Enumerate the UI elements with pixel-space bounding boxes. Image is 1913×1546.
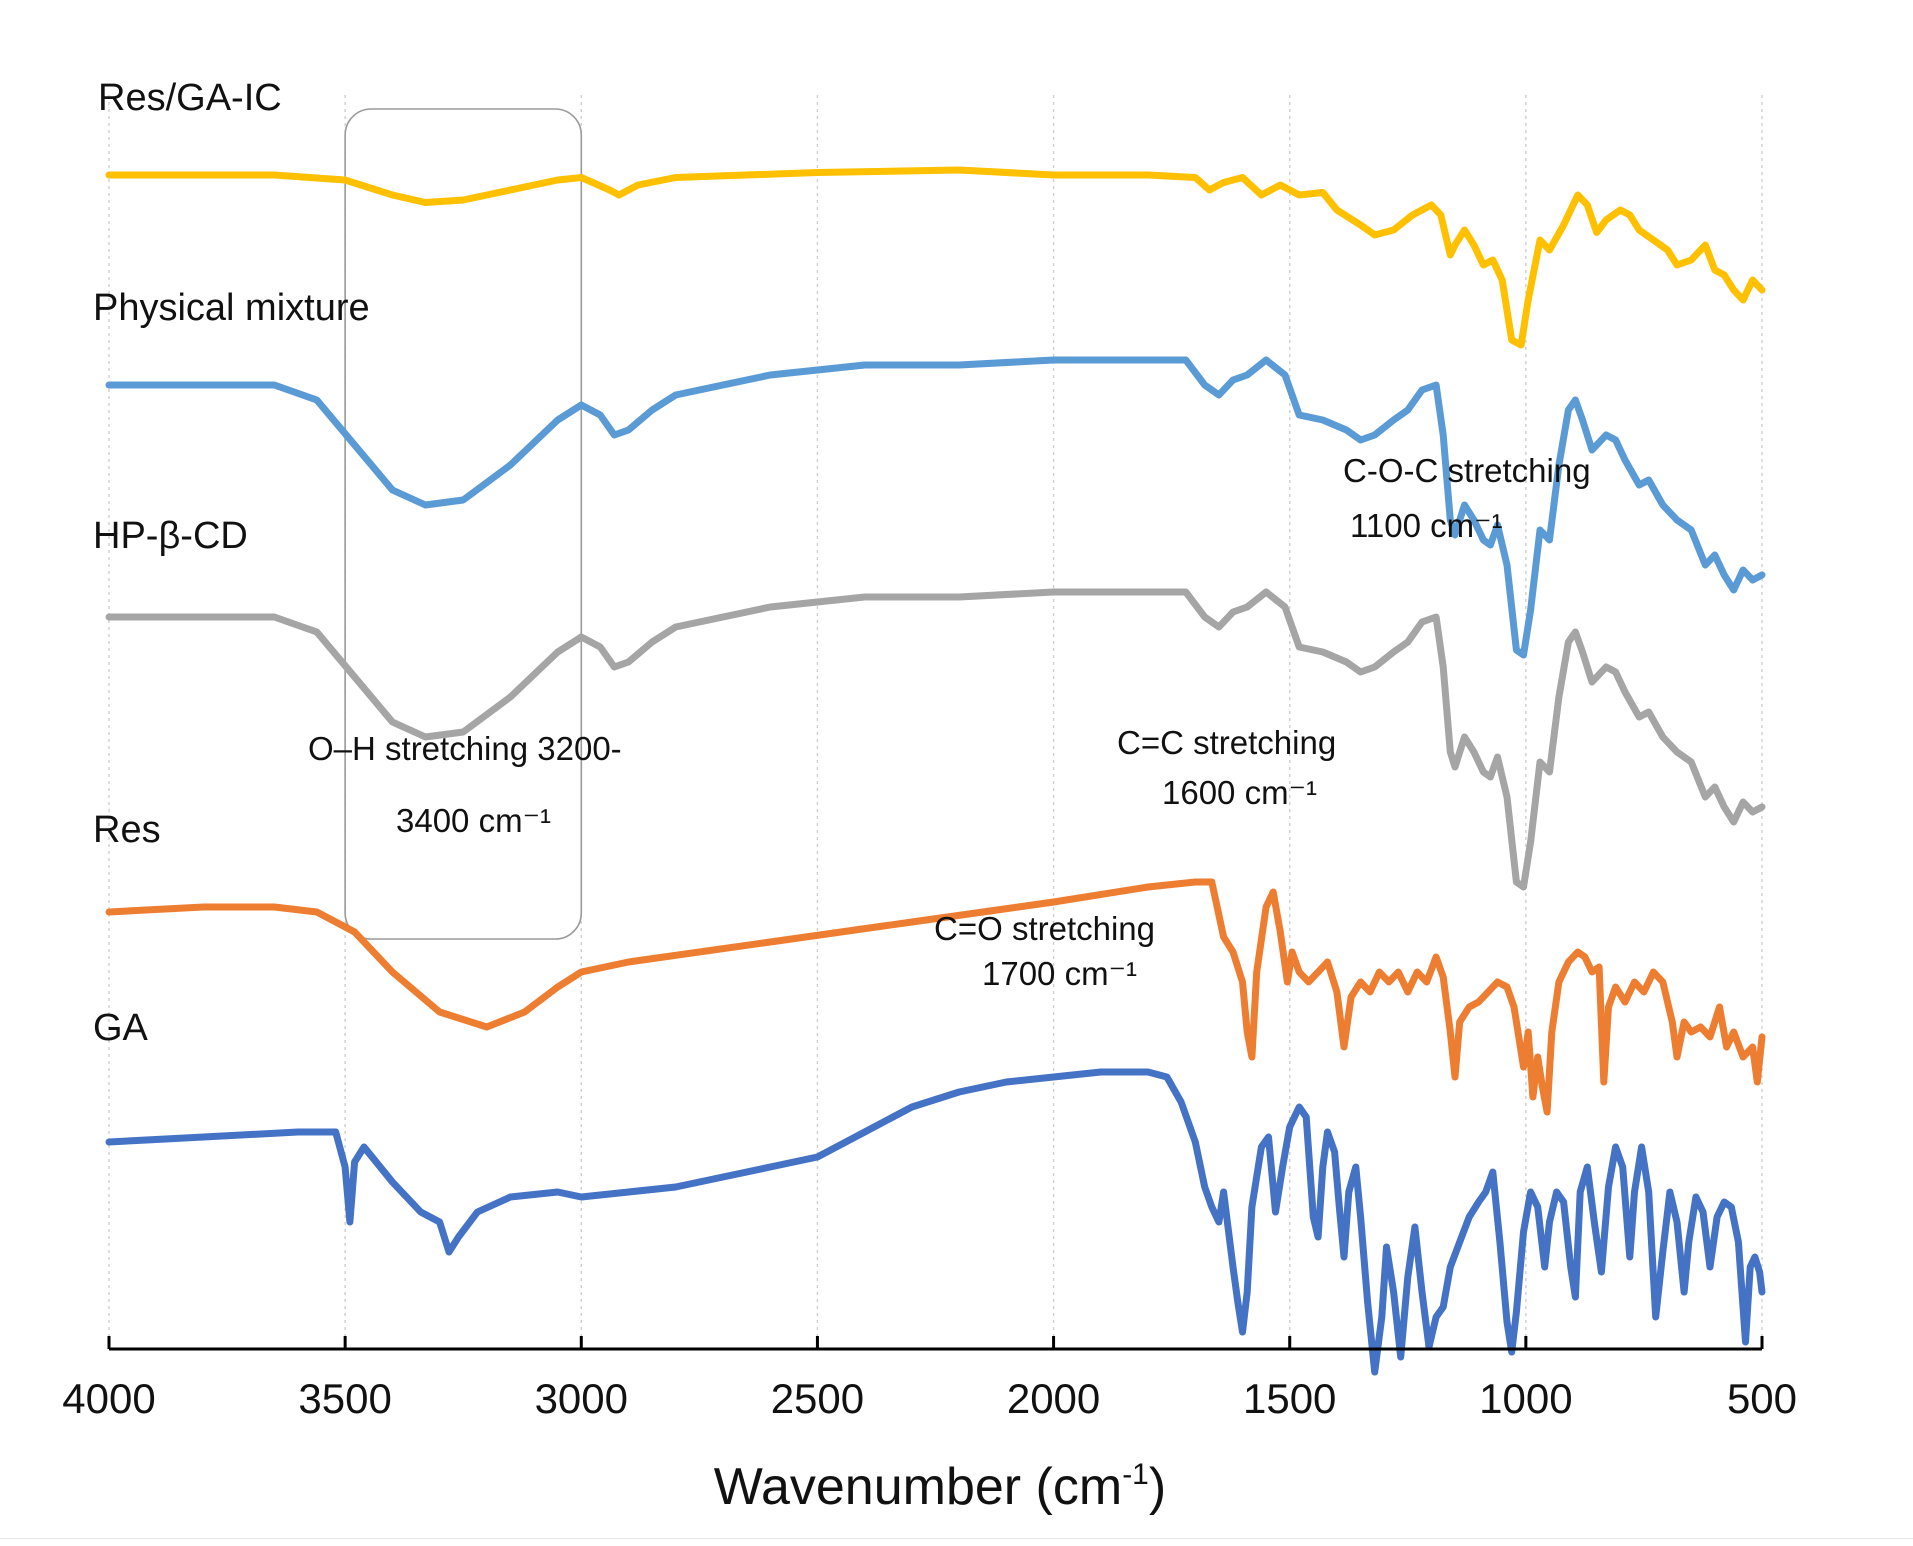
series-line-hp-cd bbox=[105, 588, 1766, 891]
series-label-res-ga-ic: Res/GA-IC bbox=[98, 77, 282, 119]
x-axis-title: Wavenumber (cm-1) bbox=[714, 1458, 1166, 1516]
x-tick-label-500: 500 bbox=[1727, 1375, 1797, 1422]
series-label-res: Res bbox=[93, 809, 161, 851]
series-label-hp-beta-cd: HP-β-CD bbox=[93, 515, 248, 557]
x-tick-label-4000: 4000 bbox=[62, 1375, 155, 1422]
x-tick-label-1500: 1500 bbox=[1243, 1375, 1336, 1422]
x-tick-label-2000: 2000 bbox=[1007, 1375, 1100, 1422]
x-tick-label-3500: 3500 bbox=[298, 1375, 391, 1422]
annotation-co-line2: 1700 cm⁻¹ bbox=[982, 955, 1137, 992]
x-axis: 4000 3500 3000 2500 2000 1500 1000 500 bbox=[62, 1336, 1797, 1422]
series-label-ga: GA bbox=[93, 1007, 149, 1049]
annotation-coc-line2: 1100 cm⁻¹ bbox=[1350, 507, 1503, 544]
annotation-coc-line1: C-O-C stretching bbox=[1343, 452, 1591, 489]
series-line-res bbox=[105, 878, 1766, 1116]
series-lines bbox=[105, 166, 1766, 1376]
bottom-divider bbox=[0, 1538, 1913, 1539]
series-label-physical-mixture: Physical mixture bbox=[93, 287, 370, 329]
annotation-cc-line1: C=C stretching bbox=[1117, 724, 1336, 761]
x-tick-label-1000: 1000 bbox=[1479, 1375, 1572, 1422]
annotation-co-line1: C=O stretching bbox=[934, 910, 1155, 947]
x-tick-label-3000: 3000 bbox=[535, 1375, 628, 1422]
annotation-cc-line2: 1600 cm⁻¹ bbox=[1162, 774, 1317, 811]
series-line-physical-mixture bbox=[105, 356, 1766, 659]
oh-highlight-box bbox=[344, 108, 583, 940]
annotation-oh-line2: 3400 cm⁻¹ bbox=[396, 802, 551, 839]
annotation-oh-line1: O–H stretching 3200- bbox=[308, 730, 622, 767]
x-tick-label-2500: 2500 bbox=[771, 1375, 864, 1422]
series-line-ga bbox=[105, 1068, 1766, 1376]
series-line-res-ga-ic bbox=[105, 166, 1766, 349]
